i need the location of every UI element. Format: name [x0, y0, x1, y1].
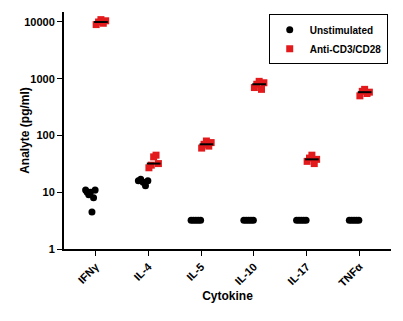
svg-text:IL-17: IL-17 — [285, 261, 312, 288]
svg-text:10000: 10000 — [24, 16, 55, 28]
svg-text:10: 10 — [43, 186, 55, 198]
svg-text:TNFα: TNFα — [336, 260, 365, 289]
svg-text:IL-4: IL-4 — [131, 260, 154, 283]
svg-text:IL-5: IL-5 — [184, 261, 206, 283]
svg-text:1: 1 — [49, 243, 55, 255]
svg-text:Anti-CD3/CD28: Anti-CD3/CD28 — [310, 44, 382, 55]
svg-text:IFNγ: IFNγ — [76, 260, 102, 286]
svg-text:100: 100 — [36, 129, 54, 141]
svg-text:Analyte (pg/ml): Analyte (pg/ml) — [18, 87, 32, 174]
svg-text:IL-10: IL-10 — [233, 261, 260, 288]
svg-text:Unstimulated: Unstimulated — [310, 25, 373, 36]
svg-text:1000: 1000 — [30, 73, 54, 85]
svg-text:Cytokine: Cytokine — [202, 289, 253, 303]
